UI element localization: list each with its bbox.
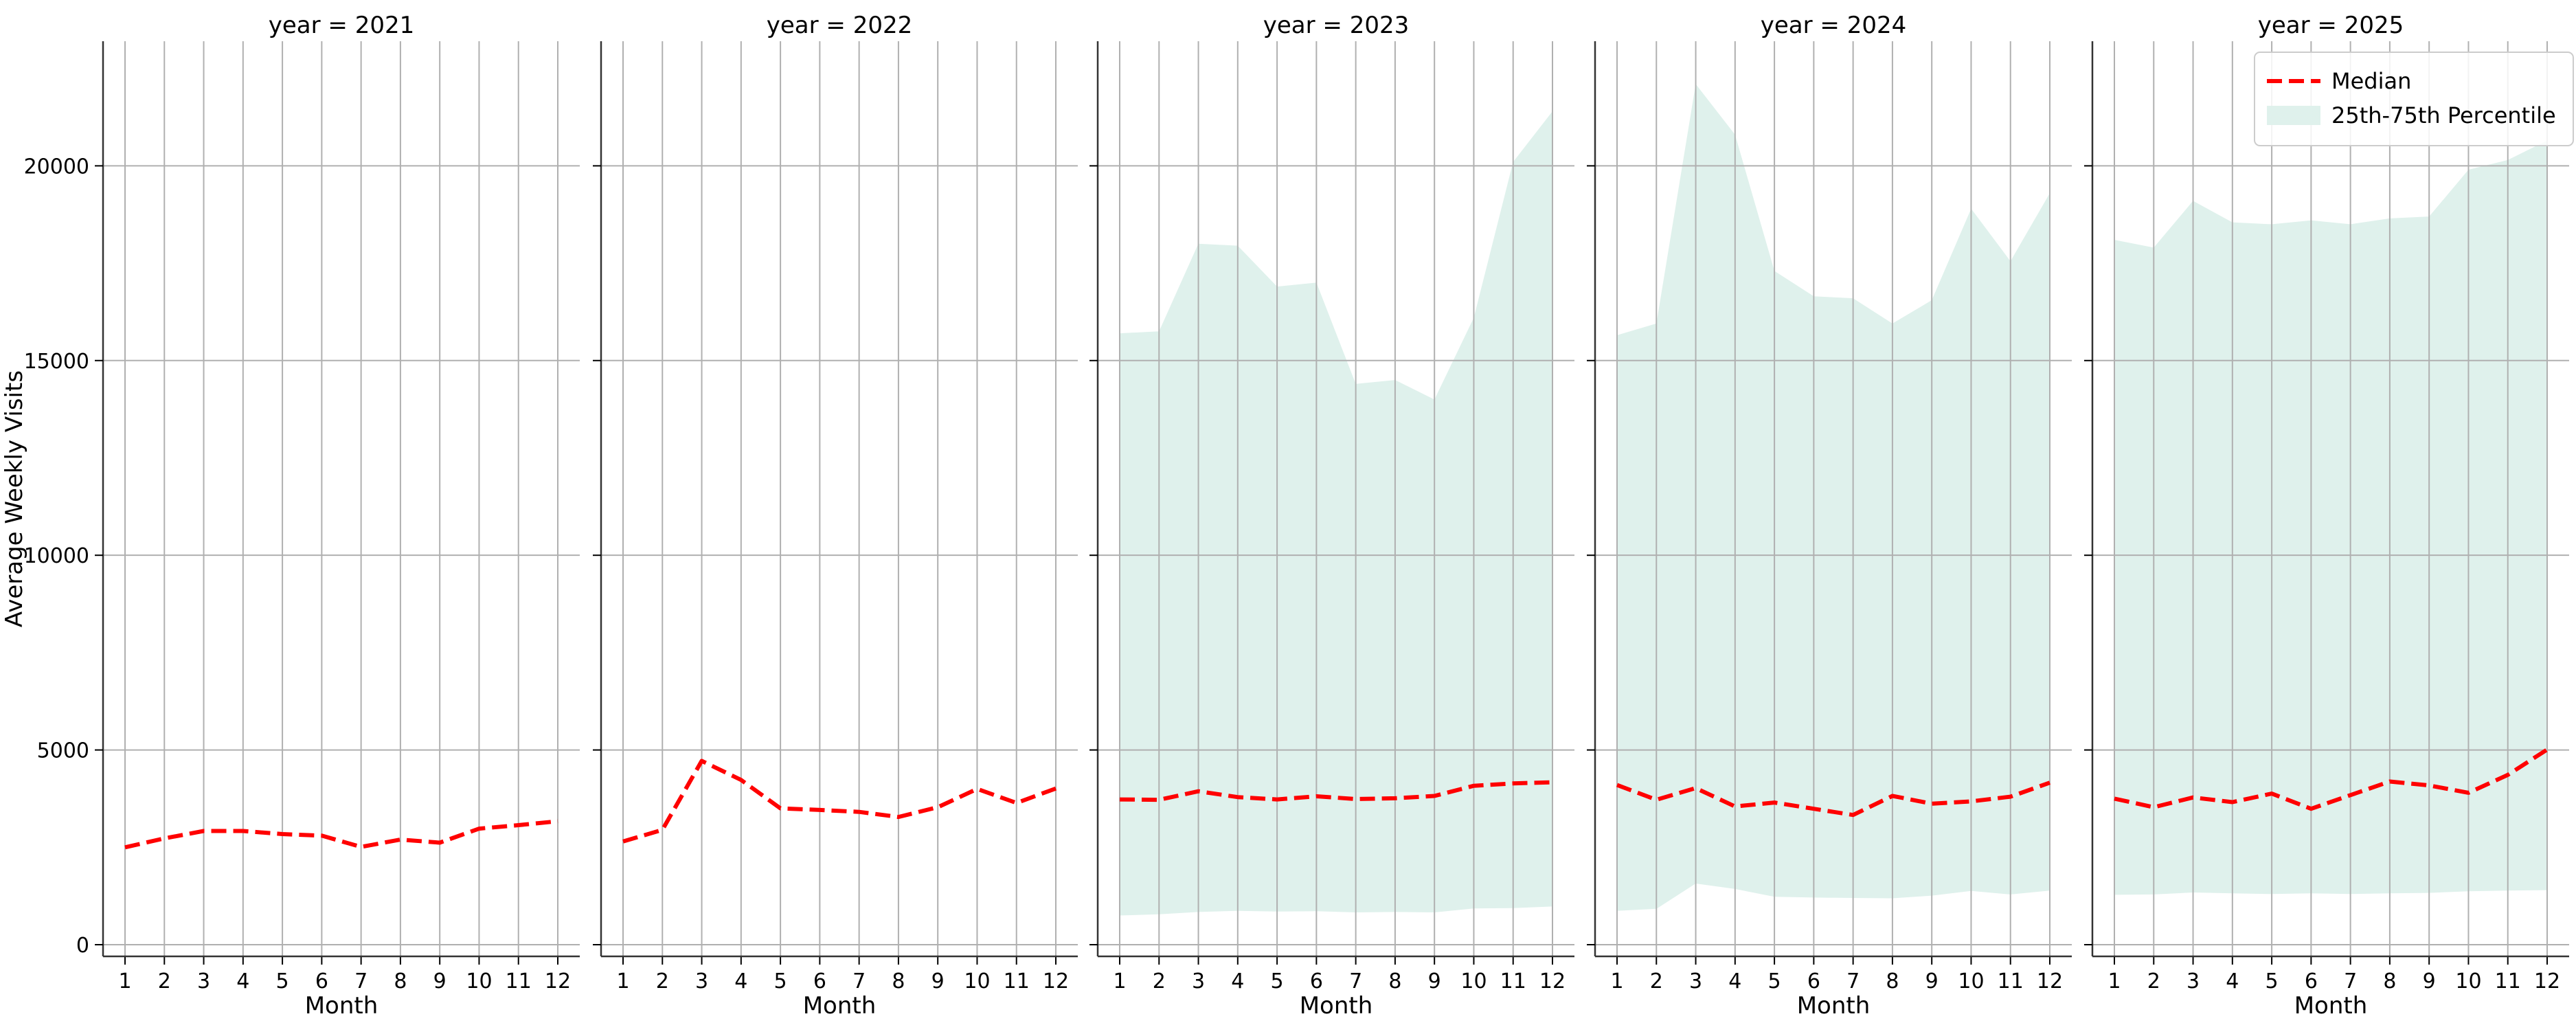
x-tick-label: 7 [1349,969,1362,993]
x-tick-label: 12 [545,969,571,993]
x-tick-label: 3 [1192,969,1205,993]
y-axis-label: Average Weekly Visits [1,370,28,627]
x-tick-label: 8 [2383,969,2396,993]
x-tick-label: 9 [2423,969,2436,993]
x-tick-label: 11 [1500,969,1526,993]
x-tick-label: 8 [1886,969,1899,993]
median-line [622,758,1057,844]
x-tick-label: 5 [1271,969,1284,993]
y-tick-label: 15000 [24,350,89,374]
x-tick-label: 3 [695,969,708,993]
median-line [1119,780,1553,802]
panel-title: year = 2021 [269,12,414,39]
median-line [2114,748,2549,811]
y-tick-label: 20000 [24,155,89,179]
x-tick-label: 10 [1958,969,1984,993]
percentile-band [1617,84,2050,911]
x-tick-label: 8 [394,969,407,993]
x-tick-label: 9 [433,969,447,993]
x-axis-label: Month [305,992,379,1020]
panel-title: year = 2023 [1263,12,1409,39]
x-tick-label: 3 [1689,969,1702,993]
x-tick-label: 9 [1925,969,1939,993]
x-tick-label: 9 [931,969,945,993]
legend-band-swatch [2267,106,2320,125]
x-tick-label: 3 [2187,969,2200,993]
percentile-band [1120,111,1552,916]
x-tick-label: 10 [466,969,492,993]
x-tick-label: 3 [197,969,210,993]
x-tick-label: 5 [1768,969,1781,993]
x-tick-label: 10 [2455,969,2481,993]
x-tick-label: 1 [1113,969,1126,993]
percentile-band [2114,140,2547,895]
x-tick-label: 4 [1231,969,1244,993]
x-axis-label: Month [2294,992,2368,1020]
x-tick-label: 6 [315,969,328,993]
x-tick-label: 12 [2534,969,2560,993]
x-tick-label: 11 [506,969,532,993]
x-tick-label: 1 [1610,969,1623,993]
x-tick-label: 6 [2305,969,2318,993]
x-tick-label: 5 [276,969,289,993]
x-tick-label: 7 [354,969,368,993]
x-tick-label: 4 [1728,969,1741,993]
x-tick-label: 12 [2037,969,2063,993]
x-tick-label: 4 [2226,969,2239,993]
x-tick-label: 4 [236,969,249,993]
median-line [124,819,558,850]
x-tick-label: 10 [1460,969,1487,993]
x-tick-label: 9 [1428,969,1441,993]
x-tick-label: 11 [2495,969,2521,993]
x-tick-label: 2 [158,969,171,993]
x-tick-label: 8 [892,969,905,993]
x-axis-label: Month [1300,992,1373,1020]
x-tick-label: 4 [734,969,747,993]
legend-median-label: Median [2331,68,2411,94]
legend-band-label: 25th-75th Percentile [2331,102,2556,128]
panel-title: year = 2024 [1761,12,1906,39]
x-tick-label: 11 [1998,969,2024,993]
panel-title: year = 2025 [2258,12,2404,39]
x-tick-label: 1 [2108,969,2121,993]
x-tick-label: 2 [1153,969,1166,993]
x-tick-label: 6 [813,969,826,993]
x-axis-label: Month [803,992,877,1020]
x-tick-label: 5 [774,969,787,993]
x-tick-label: 8 [1388,969,1401,993]
x-tick-label: 1 [616,969,629,993]
x-tick-label: 2 [1650,969,1663,993]
x-tick-label: 7 [1846,969,1860,993]
x-tick-label: 10 [964,969,990,993]
x-tick-label: 11 [1004,969,1030,993]
x-tick-label: 2 [2147,969,2160,993]
panel-title: year = 2022 [767,12,912,39]
x-axis-label: Month [1797,992,1871,1020]
median-line [1616,780,2051,818]
x-tick-label: 7 [852,969,866,993]
x-tick-label: 7 [2344,969,2357,993]
x-tick-label: 12 [1539,969,1566,993]
x-tick-label: 2 [656,969,669,993]
legend-box [2254,52,2574,146]
y-tick-label: 0 [76,934,89,958]
y-tick-label: 10000 [24,544,89,568]
x-tick-label: 6 [1807,969,1820,993]
x-tick-label: 12 [1043,969,1069,993]
x-tick-label: 1 [118,969,131,993]
y-tick-label: 5000 [37,739,89,763]
x-tick-label: 6 [1310,969,1323,993]
x-tick-label: 5 [2266,969,2279,993]
